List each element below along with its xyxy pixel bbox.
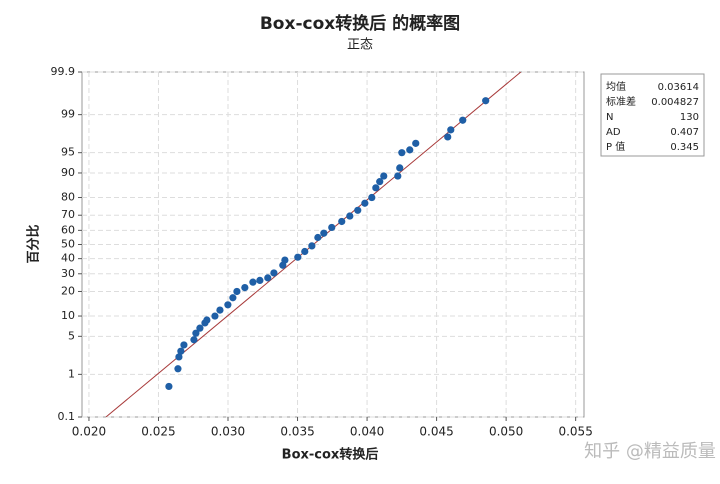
- x-tick-label: 0.055: [558, 425, 592, 439]
- data-point: [314, 233, 322, 242]
- data-point: [398, 149, 406, 157]
- data-point: [372, 184, 380, 192]
- x-tick-label: 0.025: [141, 425, 175, 439]
- stats-box: [600, 73, 705, 157]
- y-tick-label: 30: [61, 267, 75, 280]
- data-point: [444, 133, 452, 141]
- stats-value: 0.004827: [651, 97, 699, 108]
- data-point: [294, 253, 302, 261]
- data-point: [270, 269, 278, 277]
- data-point: [175, 353, 183, 361]
- x-tick-label: 0.035: [280, 425, 314, 439]
- data-point: [459, 116, 467, 124]
- y-tick-label: 40: [61, 252, 75, 265]
- data-point: [196, 324, 204, 332]
- data-point: [177, 347, 185, 355]
- y-axis-label: 百分比: [26, 224, 42, 263]
- data-point: [241, 284, 249, 292]
- y-tick-label: 80: [61, 191, 75, 204]
- data-point: [190, 336, 198, 344]
- watermark: 知乎 @精益质量: [584, 441, 716, 462]
- y-tick-label: 60: [61, 223, 75, 236]
- y-tick-label: 5: [68, 329, 75, 342]
- stats-value: 130: [680, 112, 699, 123]
- data-point: [229, 294, 237, 302]
- y-tick-label: 70: [61, 208, 75, 221]
- y-tick-label: 90: [61, 166, 75, 179]
- data-point: [354, 206, 362, 214]
- x-axis-label: Box-cox转换后: [282, 447, 379, 463]
- x-tick-label: 0.020: [72, 425, 106, 439]
- data-point: [301, 247, 309, 256]
- data-point: [368, 193, 376, 202]
- data-point: [376, 178, 384, 186]
- x-tick-label: 0.050: [489, 425, 523, 439]
- data-point: [281, 256, 289, 264]
- stats-label: 标准差: [606, 95, 636, 108]
- data-point: [406, 146, 414, 154]
- data-point: [412, 139, 420, 147]
- data-point: [203, 316, 211, 324]
- data-point: [216, 306, 224, 314]
- y-tick-label: 99: [61, 108, 75, 121]
- data-point: [346, 212, 354, 220]
- data-point: [482, 97, 490, 105]
- data-point: [224, 301, 232, 309]
- stats-label: P 值: [606, 140, 625, 153]
- stats-value: 0.03614: [658, 82, 699, 93]
- stats-label: N: [606, 112, 613, 123]
- x-tick-label: 0.040: [350, 425, 384, 439]
- y-tick-label: 20: [61, 284, 75, 297]
- data-point: [308, 242, 316, 250]
- stats-label: 均值: [606, 80, 626, 93]
- data-point: [447, 126, 455, 134]
- y-tick-label: 50: [61, 238, 75, 251]
- stats-value: 0.407: [670, 127, 699, 138]
- data-point: [233, 287, 241, 296]
- data-point: [328, 223, 336, 232]
- data-point: [361, 199, 369, 207]
- data-point: [256, 276, 264, 285]
- data-point: [394, 172, 402, 180]
- y-tick-label: 99.9: [51, 65, 76, 78]
- data-point: [249, 278, 257, 286]
- data-point: [396, 164, 404, 172]
- chart-title: Box-cox转换后 的概率图: [260, 13, 460, 34]
- stats-label: AD: [606, 127, 621, 138]
- data-point: [192, 329, 200, 337]
- data-point: [180, 341, 188, 349]
- data-point: [165, 382, 173, 391]
- y-tick-label: 95: [61, 146, 75, 159]
- y-tick-label: 10: [61, 309, 75, 322]
- data-point: [338, 217, 346, 226]
- stats-value: 0.345: [670, 142, 699, 153]
- data-point: [264, 274, 272, 282]
- x-tick-label: 0.030: [211, 425, 245, 439]
- x-tick-label: 0.045: [419, 425, 453, 439]
- y-tick-label: 0.1: [58, 410, 76, 423]
- data-point: [380, 172, 388, 180]
- y-tick-label: 1: [68, 367, 75, 380]
- data-point: [211, 312, 219, 320]
- data-point: [320, 229, 328, 237]
- data-point: [174, 365, 182, 373]
- chart-subtitle: 正态: [347, 38, 373, 53]
